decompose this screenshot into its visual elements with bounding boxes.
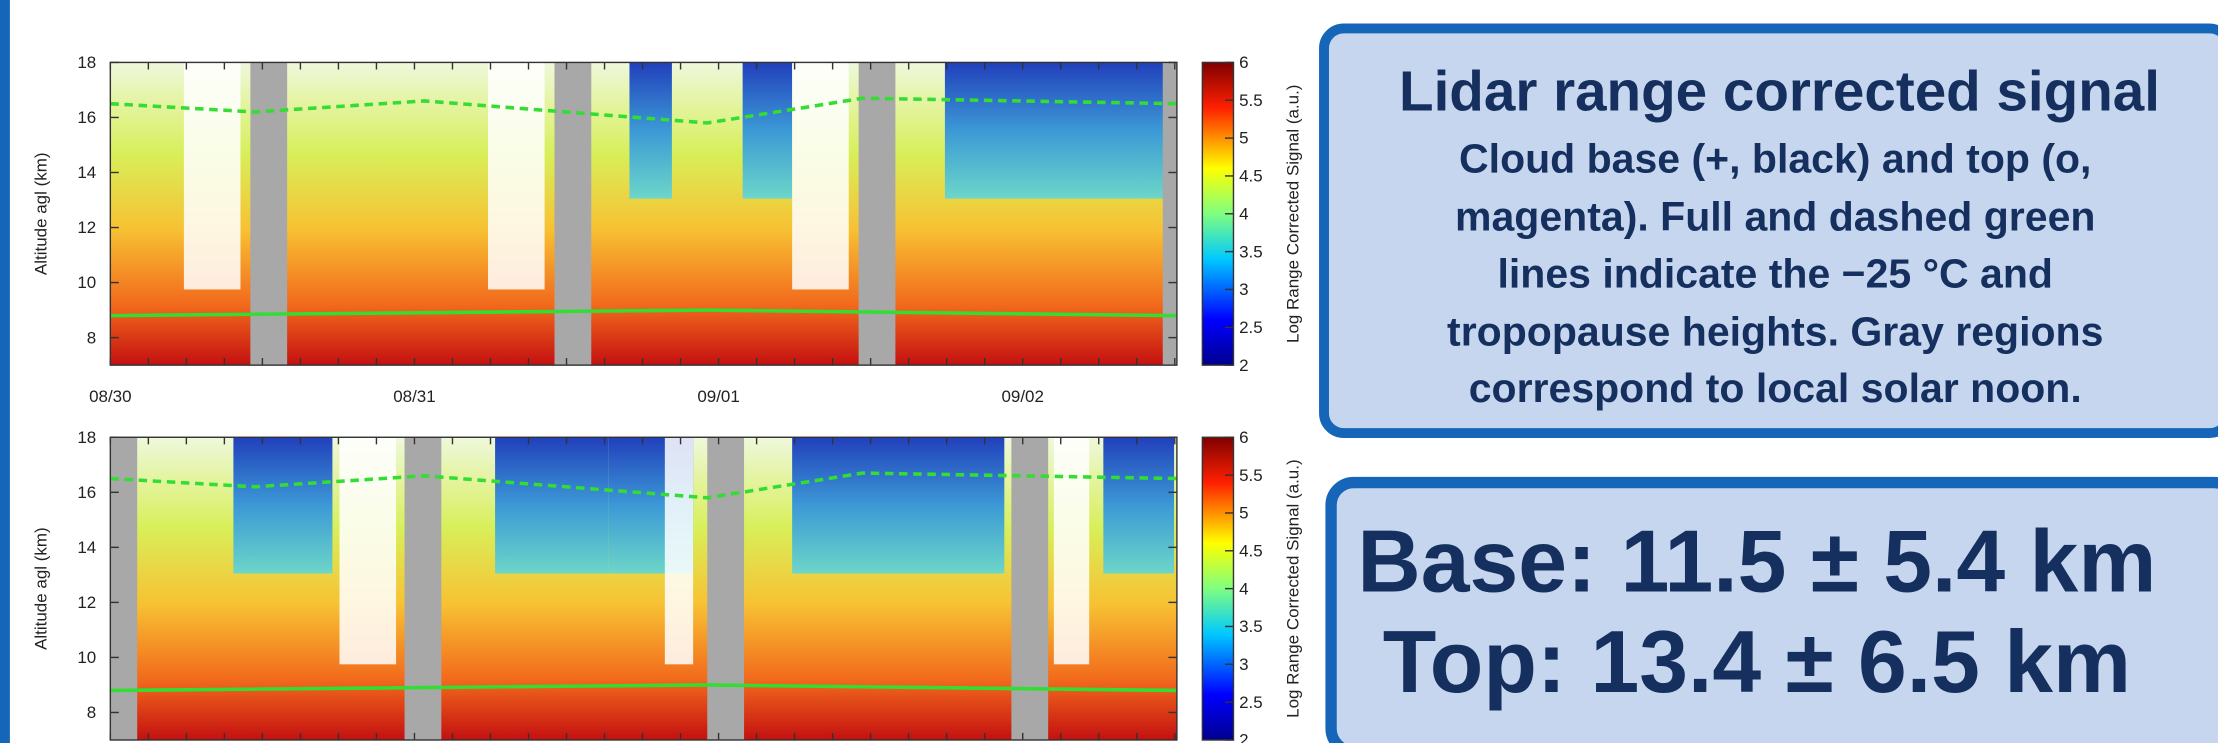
y-tick-label: 10 (77, 273, 96, 292)
noise-gap (184, 62, 241, 289)
solar-noon (1011, 437, 1048, 740)
y-axis-label: Altitude agl (km) (32, 527, 51, 650)
high-cloud-signal (792, 437, 1004, 573)
colorbar-tick-label: 2.5 (1239, 693, 1263, 712)
colorbar-tick-label: 3.5 (1239, 617, 1263, 636)
x-tick-label: 09/01 (697, 387, 739, 406)
y-tick-label: 16 (77, 108, 96, 127)
poster-panel: Lidar range corrected signal Cloud base … (0, 0, 2218, 743)
colorbar-tick-label: 3.5 (1239, 242, 1263, 261)
colorbar-tick-label: 4 (1239, 579, 1248, 598)
caption-line: correspond to local solar noon. (1469, 365, 2082, 411)
solar-noon (250, 62, 287, 365)
noise-gap (488, 62, 545, 289)
colorbar-tick-label: 5.5 (1239, 466, 1263, 485)
high-cloud-signal (233, 437, 332, 573)
y-tick-label: 18 (77, 53, 96, 72)
colorbar-tick-label: 4 (1239, 204, 1248, 223)
high-cloud-signal (743, 62, 793, 198)
y-tick-label: 8 (87, 703, 96, 722)
colorbar-tick-label: 3 (1239, 655, 1248, 674)
noise-gap (339, 437, 396, 664)
y-axis-label: Altitude agl (km) (32, 152, 51, 275)
colorbar-tick-label: 2 (1239, 356, 1248, 375)
colorbar-tick-label: 2.5 (1239, 318, 1263, 337)
stats-line: Top: 13.4 ± 6.5 km (1383, 613, 2131, 711)
y-tick-label: 12 (77, 218, 96, 237)
y-tick-label: 14 (77, 538, 96, 557)
colorbar-tick-label: 5 (1239, 504, 1248, 523)
stats-line: Base: 11.5 ± 5.4 km (1357, 512, 2156, 610)
high-cloud-signal (629, 62, 671, 198)
caption-line: lines indicate the −25 °C and (1498, 250, 2053, 296)
noise-gap (1054, 437, 1089, 664)
y-tick-label: 10 (77, 648, 96, 667)
colorbar-tick-label: 2 (1239, 731, 1248, 743)
y-tick-label: 8 (87, 328, 96, 347)
caption-line: Cloud base (+, black) and top (o, (1459, 136, 2091, 182)
high-cloud-signal (495, 437, 608, 573)
solar-noon (1163, 62, 1177, 365)
colorbar-label: Log Range Corrected Signal (a.u.) (1284, 459, 1303, 717)
colorbar-tick-label: 4.5 (1239, 167, 1263, 186)
solar-noon (859, 62, 896, 365)
colorbar-label: Log Range Corrected Signal (a.u.) (1284, 85, 1303, 343)
colorbar-tick-label: 4.5 (1239, 541, 1263, 560)
x-tick-label: 08/30 (89, 387, 131, 406)
noise-gap (665, 437, 693, 664)
x-tick-label: 09/02 (1001, 387, 1043, 406)
colorbar-tick-label: 6 (1239, 53, 1248, 72)
caption-line: magenta). Full and dashed green (1455, 194, 2095, 240)
colorbar-tick-label: 6 (1239, 428, 1248, 447)
x-tick-label: 08/31 (393, 387, 435, 406)
y-tick-label: 16 (77, 483, 96, 502)
colorbar-tick-label: 3 (1239, 280, 1248, 299)
noise-gap (792, 62, 849, 289)
solar-noon (555, 62, 592, 365)
y-tick-label: 12 (77, 593, 96, 612)
caption-title: Lidar range corrected signal (1399, 60, 2160, 123)
caption-line: tropopause heights. Gray regions (1447, 308, 2103, 354)
high-cloud-signal (1103, 437, 1174, 573)
solar-noon (110, 437, 137, 740)
colorbar-tick-label: 5 (1239, 129, 1248, 148)
high-cloud-signal (945, 62, 1171, 198)
solar-noon (707, 437, 744, 740)
y-tick-label: 14 (77, 163, 96, 182)
colorbar-tick-label: 5.5 (1239, 91, 1263, 110)
y-tick-label: 18 (77, 428, 96, 447)
solar-noon (405, 437, 442, 740)
